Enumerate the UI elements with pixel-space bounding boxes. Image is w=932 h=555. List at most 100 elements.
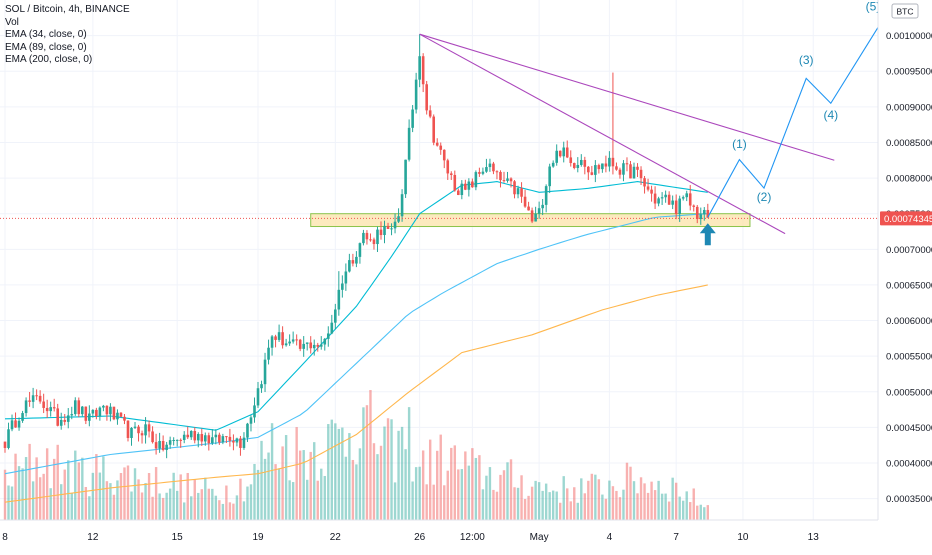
volume-bar (685, 491, 688, 520)
candle-body (639, 169, 643, 179)
candle-body (587, 166, 590, 173)
candle-body (256, 388, 260, 406)
volume-bar (467, 465, 471, 520)
volume-bar (583, 493, 587, 520)
candle-body (702, 209, 706, 215)
volume-bar (38, 477, 42, 520)
volume-bar (161, 497, 165, 520)
candle-body (660, 197, 664, 199)
volume-bar (154, 467, 158, 520)
ema34-line[interactable] (4, 181, 708, 431)
volume-bar (682, 500, 685, 520)
x-tick-label: 19 (252, 532, 264, 543)
legend-ema89[interactable]: EMA (89, close, 0) (5, 41, 87, 53)
volume-bar (460, 469, 464, 520)
volume-bar (298, 450, 302, 520)
time-axis-bg (0, 520, 932, 550)
candle-body (95, 409, 98, 417)
volume-bar (316, 480, 319, 520)
candle-body (225, 436, 228, 438)
volume-bar (407, 407, 411, 520)
volume-bar (457, 469, 460, 520)
candle-body (218, 434, 221, 443)
volume-bar (667, 501, 671, 520)
candle-body (81, 406, 84, 415)
candle-body (24, 400, 28, 414)
volume-bar (291, 482, 295, 520)
candle-body (326, 333, 330, 339)
volume-bar (404, 449, 407, 520)
candle-body (544, 186, 548, 205)
candle-body (551, 162, 555, 167)
volume-bar (116, 480, 119, 520)
trendline-1[interactable] (419, 33, 786, 235)
volume-bar (221, 503, 225, 520)
volume-bar (88, 496, 91, 520)
candle-body (393, 221, 397, 229)
trendline-0[interactable] (419, 33, 835, 161)
candle-body (270, 336, 274, 348)
candle-body (319, 344, 323, 347)
volume-bar (140, 492, 144, 520)
legend-ema34[interactable]: EMA (34, close, 0) (5, 29, 87, 40)
volume-bar (137, 479, 140, 520)
candle-body (137, 426, 140, 434)
candle-body (330, 322, 334, 334)
volume-bar (302, 450, 305, 520)
legend-ema200[interactable]: EMA (200, close, 0) (5, 54, 93, 65)
chart-title[interactable]: SOL / Bitcoin, 4h, BINANCE (5, 4, 130, 15)
y-tick-label: 0.00045000 (886, 423, 932, 434)
wave-label: (3) (799, 53, 814, 67)
volume-bar (225, 485, 228, 520)
candle-body (579, 159, 583, 165)
projection-path[interactable] (707, 23, 881, 218)
candle-body (179, 439, 182, 441)
volume-bar (232, 503, 235, 520)
candle-body (165, 444, 168, 451)
volume-bar (689, 502, 692, 520)
candle-body (478, 172, 481, 174)
candle-body (207, 435, 211, 444)
volume-bar (650, 481, 653, 520)
candle-body (386, 225, 390, 229)
candle-body (678, 198, 681, 215)
legend-vol[interactable]: Vol (5, 16, 19, 28)
volume-bar (383, 426, 386, 520)
volume-bar (573, 487, 576, 520)
candle-body (460, 183, 464, 196)
candle-body (42, 401, 45, 408)
volume-bar (562, 476, 565, 520)
candle-body (608, 157, 611, 167)
volume-bar (636, 493, 639, 520)
candle-body (692, 205, 696, 207)
volume-bar (485, 475, 488, 520)
volume-bar (369, 390, 372, 520)
volume-bar (21, 468, 24, 520)
candle-body (10, 420, 14, 430)
volume-bar (646, 492, 650, 520)
candle-body (457, 190, 460, 196)
volume-bar (175, 490, 179, 520)
candle-body (681, 197, 685, 199)
x-tick-label: 7 (673, 532, 679, 543)
y-tick-label: 0.00070000 (886, 245, 932, 256)
volume-bar (179, 474, 182, 520)
candle-body (232, 440, 235, 443)
volume-bar (295, 427, 298, 520)
candle-body (348, 260, 351, 272)
candle-body (667, 194, 671, 205)
ema200-line[interactable] (4, 284, 708, 503)
y-tick-label: 0.00040000 (886, 459, 932, 470)
candle-body (77, 400, 81, 415)
support-zone[interactable] (310, 213, 751, 228)
y-tick-label: 0.00050000 (886, 387, 932, 398)
last-price-badge[interactable] (880, 211, 932, 226)
candle-body (316, 344, 320, 347)
volume-bar (699, 504, 702, 520)
volume-bar (249, 484, 253, 520)
candle-body (379, 229, 383, 236)
volume-bar (207, 488, 211, 520)
ema89-line[interactable] (4, 213, 708, 475)
currency-badge[interactable] (891, 3, 919, 19)
candle-body (196, 434, 200, 441)
